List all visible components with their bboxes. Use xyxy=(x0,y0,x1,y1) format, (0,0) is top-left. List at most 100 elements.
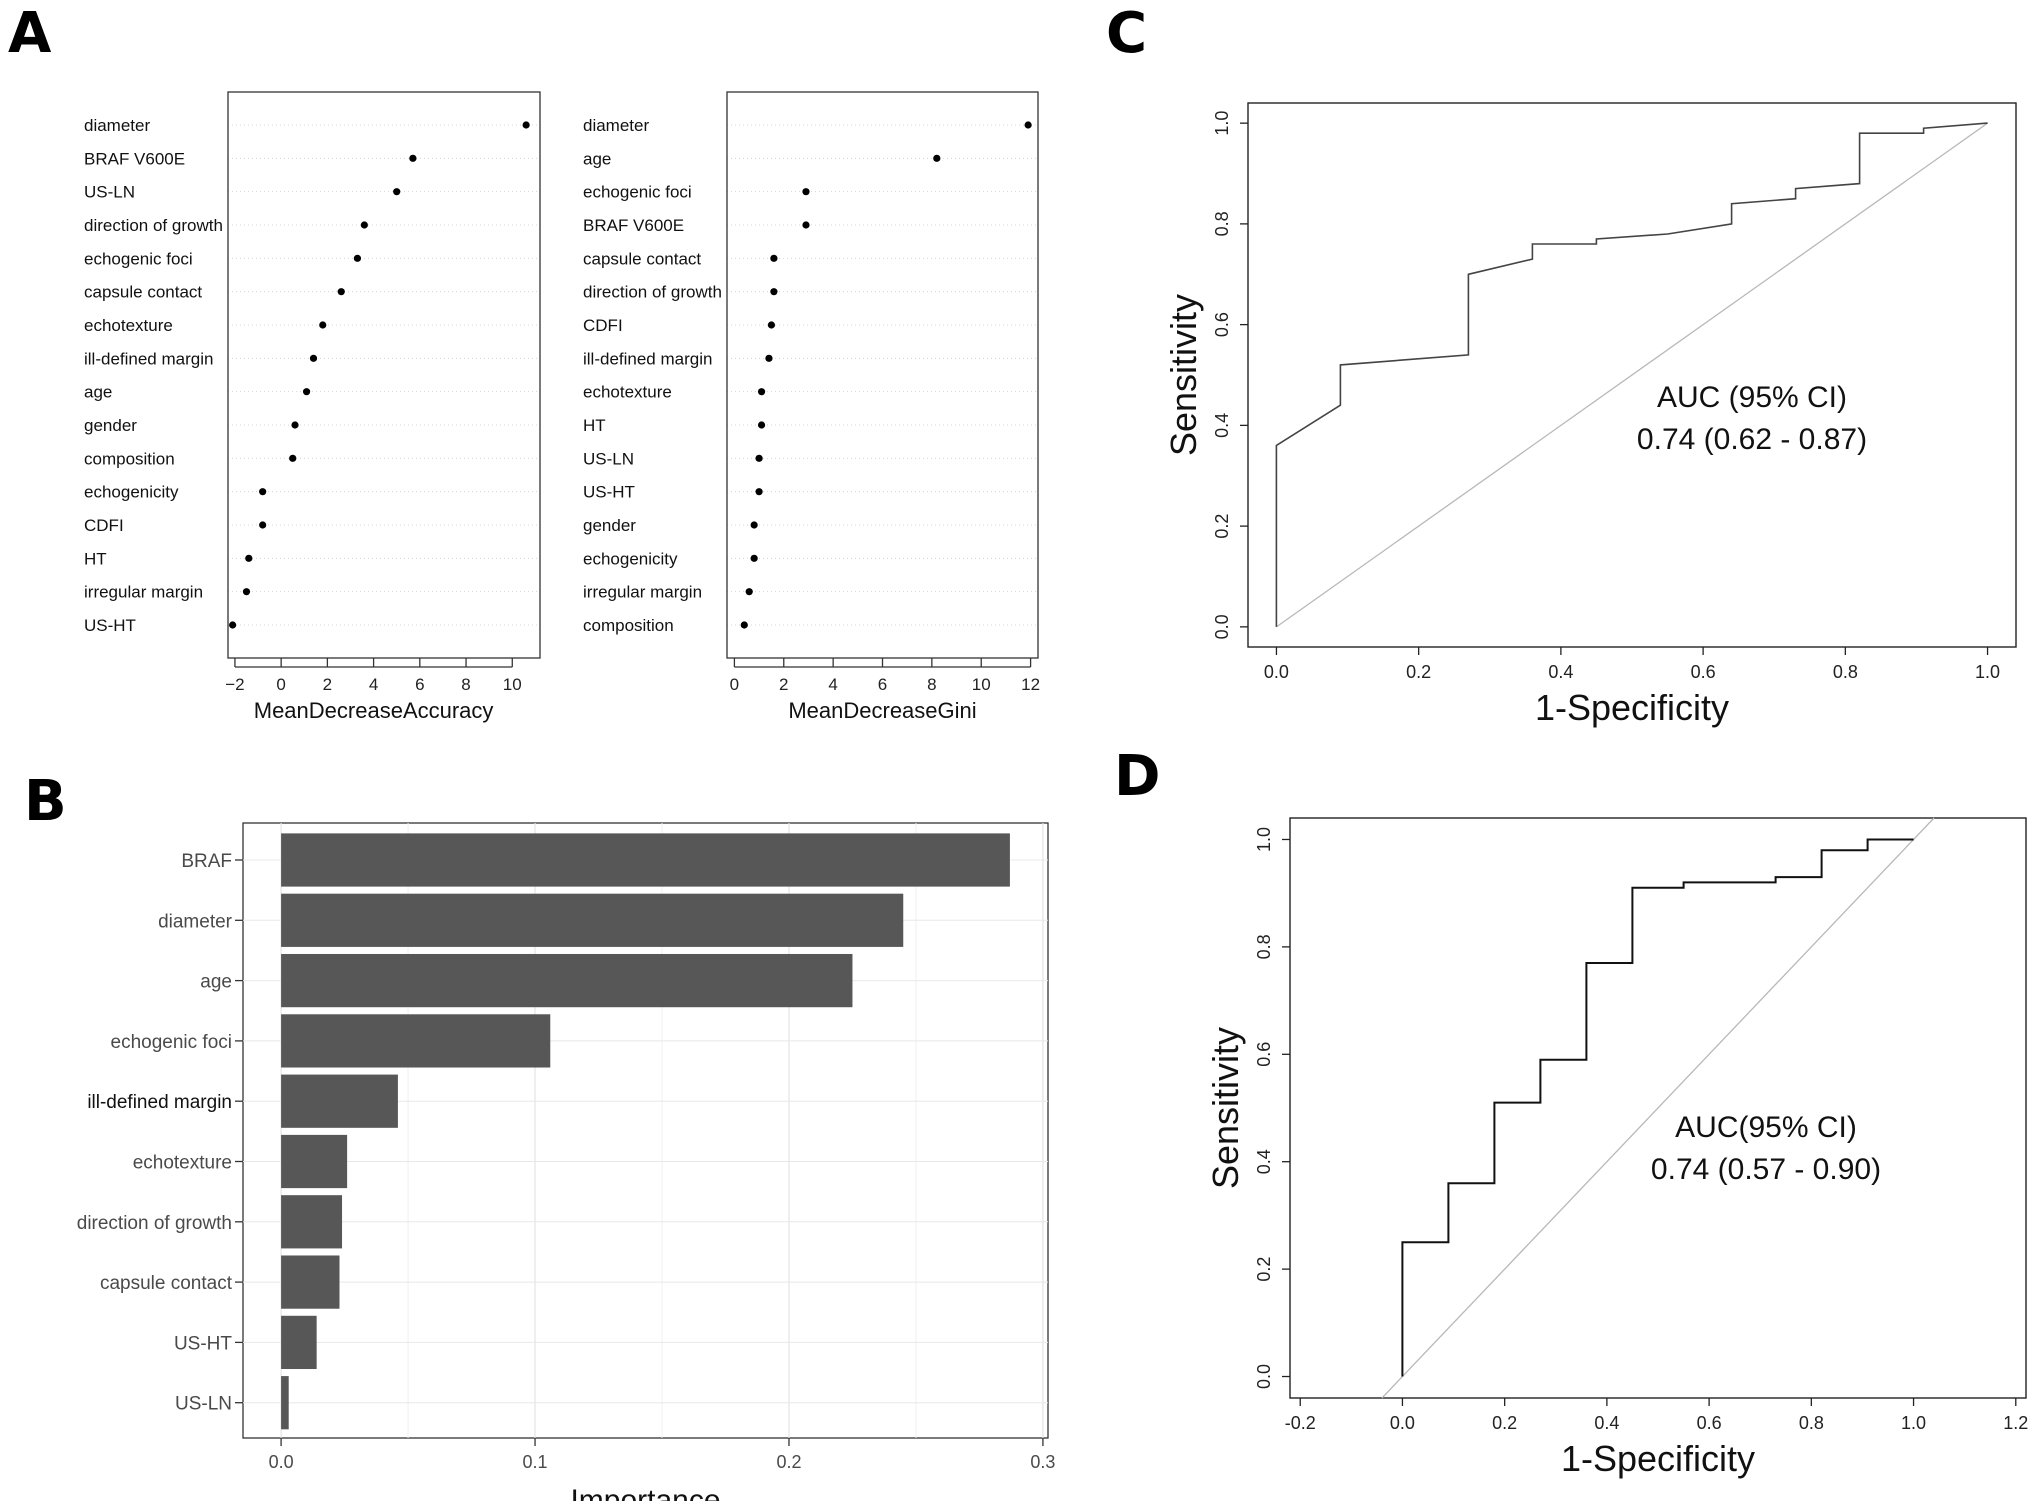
y-tick-label: 0.2 xyxy=(1212,514,1232,539)
auc-annotation-value: 0.74 (0.57 - 0.90) xyxy=(1651,1153,1881,1186)
data-point xyxy=(291,421,299,429)
bar xyxy=(281,1315,317,1370)
y-tick-label: 0.4 xyxy=(1212,413,1232,438)
data-point xyxy=(229,621,237,629)
x-tick-label: 0.8 xyxy=(1833,662,1858,682)
category-label: capsule contact xyxy=(84,283,202,302)
data-point xyxy=(302,388,311,396)
category-label: gender xyxy=(583,516,636,535)
category-label: composition xyxy=(583,616,674,635)
x-tick-label: 4 xyxy=(828,675,837,694)
category-label: ill-defined margin xyxy=(84,349,213,368)
y-tick-label: 1.0 xyxy=(1254,827,1274,852)
y-tick-label: 0.2 xyxy=(1254,1257,1274,1282)
category-label: age xyxy=(84,383,112,402)
x-tick-label: 8 xyxy=(461,675,470,694)
bar xyxy=(281,953,853,1008)
category-label: irregular margin xyxy=(583,583,702,602)
x-tick-label: 12 xyxy=(1021,675,1040,694)
x-axis-title: 1-Specificity xyxy=(1561,1438,1755,1479)
category-label: US-LN xyxy=(175,1394,232,1415)
y-tick-label: 0.8 xyxy=(1212,211,1232,236)
data-point xyxy=(337,288,345,296)
panel-label-a: A xyxy=(8,1,52,66)
category-label: HT xyxy=(583,416,606,435)
x-tick-label: 0.1 xyxy=(523,1452,548,1472)
x-tick-label: 1.0 xyxy=(1975,662,2000,682)
category-label: echotexture xyxy=(133,1153,232,1174)
plot-frame xyxy=(1247,102,2017,648)
x-tick-label: 0.0 xyxy=(269,1452,294,1472)
data-point xyxy=(245,554,253,562)
reference-diagonal-line xyxy=(1276,122,1988,628)
category-label: capsule contact xyxy=(100,1273,233,1294)
category-label: direction of growth xyxy=(583,283,722,302)
category-label: BRAF xyxy=(181,851,232,872)
x-tick-label: 10 xyxy=(503,675,522,694)
data-point xyxy=(755,488,763,496)
category-label: direction of growth xyxy=(77,1213,232,1234)
plot-frame xyxy=(227,91,541,659)
roc-chart-c: 0.0 0.2 0.4 0.6 0.8 1.0 0.0 0.2 0.4 0.6 0.8 1.0 1-Sp… xyxy=(1163,102,2017,728)
data-point xyxy=(1024,121,1032,129)
category-label: BRAF V600E xyxy=(84,149,185,168)
category-label: ill-defined margin xyxy=(583,349,712,368)
category-label: US-HT xyxy=(583,483,635,502)
bar xyxy=(281,1376,289,1430)
data-point xyxy=(242,588,251,596)
data-point xyxy=(319,321,327,329)
category-label: CDFI xyxy=(583,316,623,335)
x-tick-label: 0.2 xyxy=(1492,1413,1517,1433)
x-tick-label: 0.6 xyxy=(1697,1413,1722,1433)
category-label: US-HT xyxy=(174,1333,232,1354)
bar xyxy=(281,1255,340,1309)
bar xyxy=(281,1074,398,1128)
y-tick-label: 0.4 xyxy=(1254,1149,1274,1174)
category-label: echogenicity xyxy=(84,483,179,502)
roc-chart-d: -0.2 0.0 0.2 0.4 0.6 0.8 1.0 1.2 0.0 0.2 0.4 0.6 0.8… xyxy=(1205,817,2028,1479)
data-point xyxy=(393,188,401,196)
x-tick-label: 0.3 xyxy=(1030,1452,1055,1472)
x-tick-label: 0.2 xyxy=(776,1452,801,1472)
category-label: HT xyxy=(84,549,107,568)
data-point xyxy=(289,454,297,462)
x-tick-label: −2 xyxy=(225,675,244,694)
y-tick-label: 1.0 xyxy=(1212,111,1232,136)
data-point xyxy=(409,154,417,162)
x-axis-title: Importance xyxy=(570,1484,720,1501)
x-axis-title: MeanDecreaseAccuracy xyxy=(254,698,494,723)
roc-curve-line xyxy=(1275,122,1988,627)
x-tick-label: 0.0 xyxy=(1264,662,1289,682)
roc-curve-line xyxy=(1401,838,1914,1377)
bar xyxy=(281,833,1010,887)
category-label: echotexture xyxy=(84,316,173,335)
category-label: diameter xyxy=(583,116,649,135)
data-point xyxy=(765,354,773,362)
data-point xyxy=(750,554,758,562)
x-tick-label: 2 xyxy=(779,675,788,694)
x-axis-title: MeanDecreaseGini xyxy=(788,698,976,723)
data-point xyxy=(770,254,778,262)
data-point xyxy=(757,388,766,396)
x-tick-label: 0 xyxy=(276,675,285,694)
y-tick-label: 0.6 xyxy=(1212,312,1232,337)
category-label: US-LN xyxy=(84,183,135,202)
data-point xyxy=(353,254,362,262)
panel-label-d: D xyxy=(1114,744,1160,809)
category-label: echotexture xyxy=(583,383,672,402)
data-point xyxy=(259,521,267,529)
category-label: direction of growth xyxy=(84,216,223,235)
category-label: capsule contact xyxy=(583,249,701,268)
x-tick-label: -0.2 xyxy=(1285,1413,1316,1433)
x-tick-label: 0.8 xyxy=(1799,1413,1824,1433)
data-point xyxy=(802,188,810,196)
y-axis-title: Sensitivity xyxy=(1205,1027,1246,1189)
auc-annotation-value: 0.74 (0.62 - 0.87) xyxy=(1637,423,1867,456)
category-label: US-LN xyxy=(583,449,634,468)
bar xyxy=(281,1134,348,1189)
data-point xyxy=(755,454,763,462)
data-point xyxy=(757,421,766,429)
dotchart-mean-decrease-accuracy: diameter BRAF V600E US-LN direction of grow… xyxy=(84,91,541,723)
x-tick-label: 0.4 xyxy=(1548,662,1573,682)
category-label: age xyxy=(200,972,232,993)
